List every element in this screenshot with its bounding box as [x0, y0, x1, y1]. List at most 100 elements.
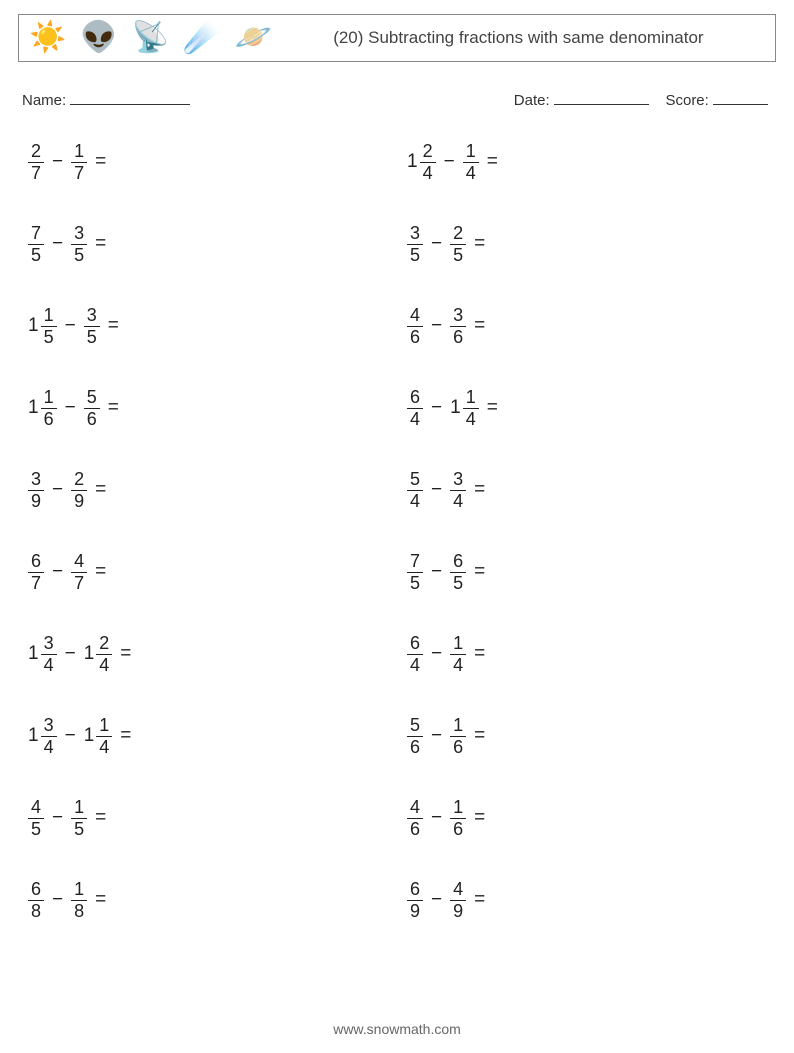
fraction: 65	[450, 552, 466, 593]
meteor-icon: ☄️	[183, 23, 220, 53]
score-label: Score:	[665, 92, 708, 109]
alien-icon: 👽	[80, 23, 117, 53]
numerator: 7	[407, 552, 423, 572]
denominator: 7	[71, 162, 87, 183]
fraction: 56	[407, 716, 423, 757]
problem: 39−29=	[28, 465, 397, 515]
footer-text: www.snowmath.com	[0, 1021, 794, 1037]
numerator: 1	[450, 798, 466, 818]
fraction: 14	[463, 142, 479, 183]
minus-sign: −	[431, 807, 442, 829]
fraction: 25	[450, 224, 466, 265]
problem: 46−16=	[407, 793, 776, 843]
minus-sign: −	[431, 643, 442, 665]
meta-row: Name: Date: Score:	[18, 90, 776, 109]
numerator: 1	[463, 388, 479, 408]
equals-sign: =	[108, 315, 119, 337]
numerator: 4	[450, 880, 466, 900]
denominator: 4	[463, 408, 479, 429]
fraction: 27	[28, 142, 44, 183]
numerator: 4	[28, 798, 44, 818]
fraction: 24	[420, 142, 436, 183]
numerator: 6	[450, 552, 466, 572]
equals-sign: =	[120, 643, 131, 665]
denominator: 4	[41, 736, 57, 757]
denominator: 5	[84, 326, 100, 347]
denominator: 6	[450, 736, 466, 757]
numerator: 3	[41, 716, 57, 736]
minus-sign: −	[431, 479, 442, 501]
fraction: 64	[407, 388, 423, 429]
denominator: 4	[463, 162, 479, 183]
denominator: 5	[28, 244, 44, 265]
fraction: 35	[84, 306, 100, 347]
fraction: 35	[407, 224, 423, 265]
problem: 27−17=	[28, 137, 397, 187]
numerator: 3	[450, 306, 466, 326]
denominator: 4	[41, 654, 57, 675]
numerator: 4	[407, 306, 423, 326]
denominator: 9	[407, 900, 423, 921]
minus-sign: −	[431, 725, 442, 747]
minus-sign: −	[431, 315, 442, 337]
numerator: 1	[41, 388, 57, 408]
denominator: 4	[420, 162, 436, 183]
denominator: 6	[407, 818, 423, 839]
equals-sign: =	[95, 889, 106, 911]
name-label: Name:	[22, 92, 66, 109]
fraction: 29	[71, 470, 87, 511]
whole-part: 1	[28, 643, 39, 665]
minus-sign: −	[52, 889, 63, 911]
numerator: 1	[41, 306, 57, 326]
equals-sign: =	[474, 889, 485, 911]
equals-sign: =	[474, 807, 485, 829]
numerator: 6	[407, 880, 423, 900]
numerator: 3	[41, 634, 57, 654]
denominator: 5	[407, 244, 423, 265]
fraction: 68	[28, 880, 44, 921]
equals-sign: =	[474, 233, 485, 255]
problem: 54−34=	[407, 465, 776, 515]
minus-sign: −	[52, 561, 63, 583]
numerator: 6	[28, 880, 44, 900]
numerator: 4	[71, 552, 87, 572]
fraction: 49	[450, 880, 466, 921]
numerator: 1	[463, 142, 479, 162]
sun-icon: ☀️	[29, 23, 66, 53]
score-blank[interactable]	[713, 90, 768, 105]
equals-sign: =	[474, 315, 485, 337]
problem: 75−35=	[28, 219, 397, 269]
minus-sign: −	[431, 233, 442, 255]
header-icons: ☀️👽📡☄️🪐	[19, 23, 272, 53]
denominator: 7	[28, 162, 44, 183]
numerator: 6	[407, 634, 423, 654]
denominator: 4	[407, 408, 423, 429]
denominator: 9	[450, 900, 466, 921]
fraction: 17	[71, 142, 87, 183]
numerator: 3	[407, 224, 423, 244]
numerator: 5	[407, 716, 423, 736]
fraction: 75	[28, 224, 44, 265]
problem: 68−18=	[28, 875, 397, 925]
date-label: Date:	[514, 92, 550, 109]
denominator: 6	[41, 408, 57, 429]
equals-sign: =	[95, 561, 106, 583]
problem: 64−114=	[407, 383, 776, 433]
minus-sign: −	[65, 315, 76, 337]
fraction: 16	[450, 716, 466, 757]
numerator: 3	[450, 470, 466, 490]
fraction: 64	[407, 634, 423, 675]
fraction: 75	[407, 552, 423, 593]
whole-part: 1	[407, 151, 418, 173]
denominator: 4	[407, 654, 423, 675]
name-blank[interactable]	[70, 90, 190, 105]
denominator: 6	[84, 408, 100, 429]
denominator: 4	[407, 490, 423, 511]
fraction: 16	[41, 388, 57, 429]
date-blank[interactable]	[554, 90, 649, 105]
worksheet-title: (20) Subtracting fractions with same den…	[272, 27, 775, 48]
minus-sign: −	[65, 397, 76, 419]
fraction: 34	[450, 470, 466, 511]
problem: 56−16=	[407, 711, 776, 761]
denominator: 9	[71, 490, 87, 511]
